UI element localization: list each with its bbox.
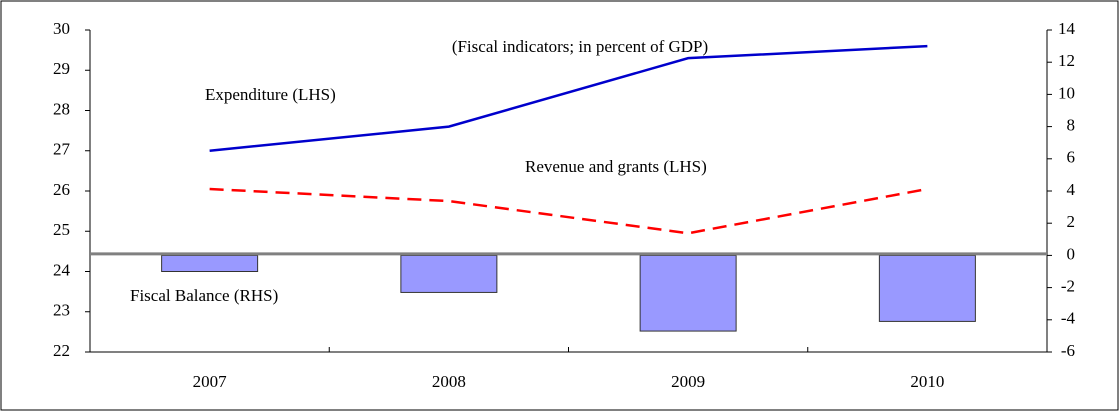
y2-tick-label: -2 [1061,277,1075,296]
bar [161,254,259,272]
y2-tick-label: 0 [1067,244,1076,263]
line [209,44,928,152]
bar [400,254,498,293]
y-tick-label: 26 [53,180,70,199]
x-tick-label: 2010 [910,372,944,391]
series-label: Revenue and grants (LHS) [525,157,707,176]
y-tick-label: 24 [53,260,71,279]
y2-tick-label: 2 [1067,212,1076,231]
y-tick-label: 23 [53,301,70,320]
y-tick-label: 25 [53,220,70,239]
line [209,187,928,235]
y2-tick-label: 8 [1067,116,1076,135]
series-label: Fiscal Balance (RHS) [130,286,278,305]
y2-tick-label: 4 [1067,180,1076,199]
x-tick-label: 2007 [193,372,228,391]
bar [639,254,737,332]
x-tick-label: 2009 [671,372,705,391]
y-tick-label: 27 [53,140,71,159]
bar [878,254,976,322]
y-tick-label: 28 [53,99,70,118]
y-tick-label: 22 [53,341,70,360]
y2-tick-label: 6 [1067,148,1076,167]
series-label: Expenditure (LHS) [205,85,336,104]
chart-title: (Fiscal indicators; in percent of GDP) [452,37,708,56]
y2-tick-label: 12 [1058,51,1075,70]
y-tick-label: 29 [53,59,70,78]
x-tick-label: 2008 [432,372,466,391]
y2-tick-label: -4 [1061,309,1076,328]
y2-tick-label: -6 [1061,341,1075,360]
y2-tick-label: 14 [1058,19,1076,38]
y-tick-label: 30 [53,19,70,38]
y2-tick-label: 10 [1058,83,1075,102]
